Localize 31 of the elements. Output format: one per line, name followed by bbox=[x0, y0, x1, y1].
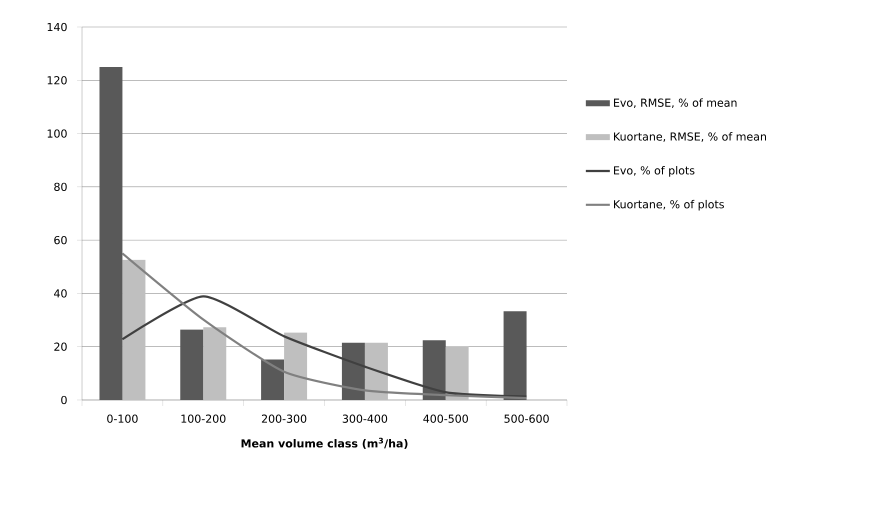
y-tick-label: 0 bbox=[61, 396, 67, 404]
x-axis-title: Mean volume class (m$^{3}$/ha) bbox=[242, 438, 408, 449]
y-tick-label: 60 bbox=[54, 236, 67, 244]
line-series bbox=[121, 295, 528, 398]
y-tick-label: 20 bbox=[54, 342, 67, 351]
legend-label: Evo, RMSE, % of mean bbox=[614, 98, 737, 108]
bar bbox=[203, 327, 226, 400]
bar bbox=[422, 340, 446, 400]
y-tick-label: 80 bbox=[54, 182, 67, 192]
x-tick-label: 0-100 bbox=[107, 414, 138, 423]
x-tick-label: 300-400 bbox=[342, 414, 388, 423]
y-tick-label: 100 bbox=[48, 129, 67, 138]
bar bbox=[446, 346, 469, 400]
bar bbox=[99, 66, 122, 400]
x-tick-label: 200-300 bbox=[262, 414, 306, 423]
bar bbox=[504, 311, 527, 400]
bar bbox=[261, 359, 284, 400]
x-tick-label: 500-600 bbox=[504, 414, 549, 423]
y-tick-label: 40 bbox=[54, 289, 67, 298]
y-tick-label: 140 bbox=[48, 22, 67, 32]
bar bbox=[122, 260, 146, 400]
y-tick-label: 120 bbox=[48, 76, 67, 84]
legend-label: Kuortane, % of plots bbox=[614, 200, 724, 211]
bar bbox=[342, 342, 365, 400]
legend-label: Evo, % of plots bbox=[614, 166, 694, 177]
bar bbox=[180, 330, 204, 400]
x-tick-label: 100-200 bbox=[181, 414, 226, 423]
bar bbox=[284, 332, 308, 400]
x-tick-label: 400-500 bbox=[423, 414, 468, 423]
legend-label: Kuortane, RMSE, % of mean bbox=[614, 132, 766, 142]
bar bbox=[364, 342, 388, 400]
